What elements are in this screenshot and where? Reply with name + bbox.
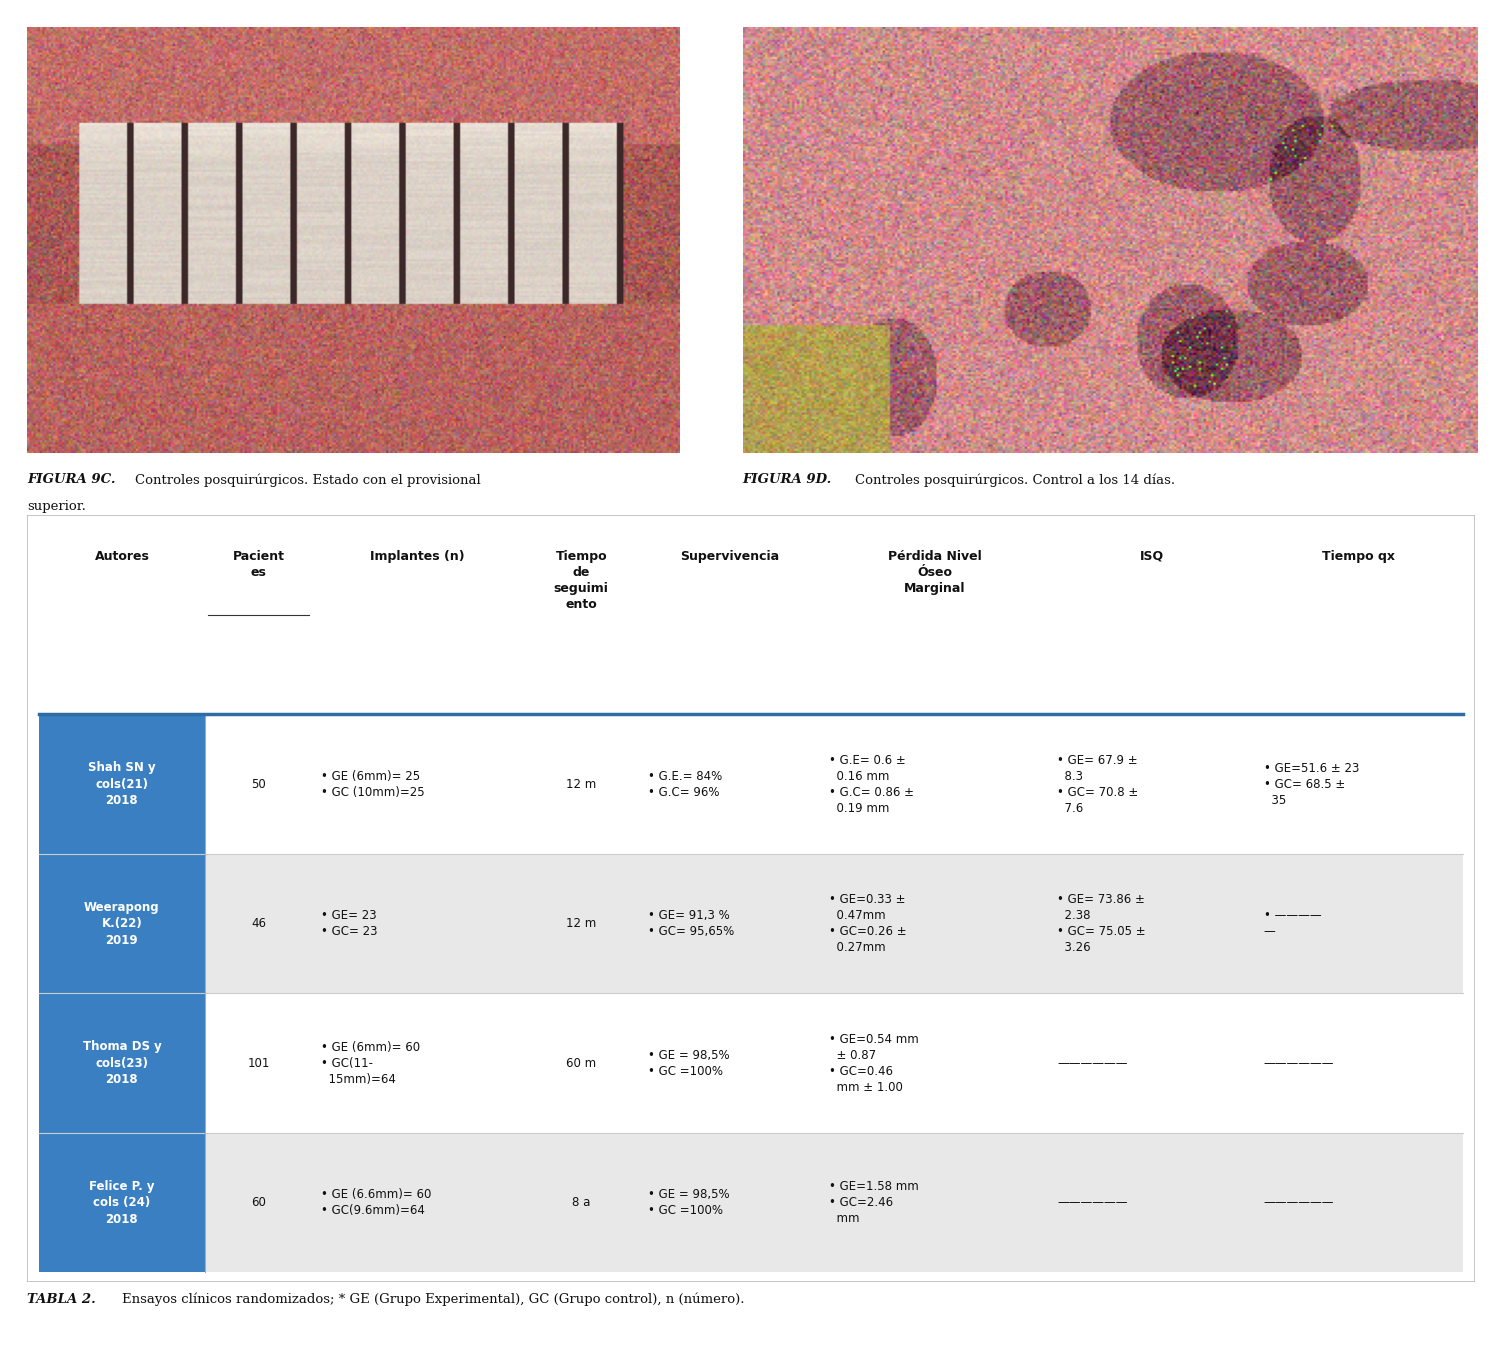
- Text: 46: 46: [251, 917, 266, 930]
- Text: 60 m: 60 m: [566, 1057, 597, 1069]
- Text: Shah SN y
cols(21)
2018: Shah SN y cols(21) 2018: [88, 761, 156, 807]
- Text: ——————: ——————: [1058, 1057, 1128, 1069]
- Text: ——————: ——————: [1263, 1197, 1334, 1209]
- Text: Tiempo
de
seguimi
ento: Tiempo de seguimi ento: [554, 550, 609, 611]
- Text: Autores: Autores: [94, 550, 150, 562]
- Text: Felice P. y
cols (24)
2018: Felice P. y cols (24) 2018: [88, 1180, 154, 1226]
- Text: Weerapong
K.(22)
2019: Weerapong K.(22) 2019: [84, 900, 159, 946]
- Text: Ensayos clínicos randomizados; * GE (Grupo Experimental), GC (Grupo control), n : Ensayos clínicos randomizados; * GE (Gru…: [122, 1293, 744, 1306]
- Text: • GE (6mm)= 25
• GC (10mm)=25: • GE (6mm)= 25 • GC (10mm)=25: [321, 769, 424, 799]
- Text: • G.E= 0.6 ±
  0.16 mm
• G.C= 0.86 ±
  0.19 mm: • G.E= 0.6 ± 0.16 mm • G.C= 0.86 ± 0.19 …: [830, 753, 914, 815]
- Text: • G.E.= 84%
• G.C= 96%: • G.E.= 84% • G.C= 96%: [648, 769, 723, 799]
- Text: • GE=1.58 mm
• GC=2.46
  mm: • GE=1.58 mm • GC=2.46 mm: [830, 1180, 920, 1225]
- Text: • GE=0.33 ±
  0.47mm
• GC=0.26 ±
  0.27mm: • GE=0.33 ± 0.47mm • GC=0.26 ± 0.27mm: [830, 894, 908, 955]
- Text: ISQ: ISQ: [1140, 550, 1164, 562]
- Text: Supervivencia: Supervivencia: [681, 550, 780, 562]
- Text: Controles posquirúrgicos. Control a los 14 días.: Controles posquirúrgicos. Control a los …: [855, 473, 1174, 487]
- Text: 12 m: 12 m: [566, 917, 597, 930]
- Text: • GE=0.54 mm
  ± 0.87
• GC=0.46
  mm ± 1.00: • GE=0.54 mm ± 0.87 • GC=0.46 mm ± 1.00: [830, 1033, 920, 1094]
- Text: Tiempo qx: Tiempo qx: [1323, 550, 1395, 562]
- Text: • GE (6mm)= 60
• GC(11-
  15mm)=64: • GE (6mm)= 60 • GC(11- 15mm)=64: [321, 1041, 420, 1086]
- Bar: [39, 1133, 1462, 1272]
- Text: 60: 60: [251, 1197, 266, 1209]
- Text: • GE= 67.9 ±
  8.3
• GC= 70.8 ±
  7.6: • GE= 67.9 ± 8.3 • GC= 70.8 ± 7.6: [1058, 753, 1138, 815]
- Text: Pacient
es: Pacient es: [232, 550, 285, 579]
- Text: 8 a: 8 a: [572, 1197, 591, 1209]
- Bar: [39, 854, 1462, 994]
- Bar: [39, 854, 206, 994]
- Text: • GE= 73.86 ±
  2.38
• GC= 75.05 ±
  3.26: • GE= 73.86 ± 2.38 • GC= 75.05 ± 3.26: [1058, 894, 1146, 955]
- Text: • GE = 98,5%
• GC =100%: • GE = 98,5% • GC =100%: [648, 1049, 730, 1078]
- Text: 50: 50: [252, 777, 266, 791]
- Text: superior.: superior.: [27, 500, 86, 514]
- Bar: [39, 994, 206, 1133]
- Text: FIGURA 9C.: FIGURA 9C.: [27, 473, 116, 487]
- Bar: [39, 714, 1462, 854]
- Text: Implantes (n): Implantes (n): [370, 550, 465, 562]
- Text: 101: 101: [248, 1057, 270, 1069]
- Text: • GE (6.6mm)= 60
• GC(9.6mm)=64: • GE (6.6mm)= 60 • GC(9.6mm)=64: [321, 1188, 430, 1217]
- Text: ——————: ——————: [1263, 1057, 1334, 1069]
- Text: Controles posquirúrgicos. Estado con el provisional: Controles posquirúrgicos. Estado con el …: [135, 473, 480, 487]
- Text: • GE= 91,3 %
• GC= 95,65%: • GE= 91,3 % • GC= 95,65%: [648, 909, 735, 938]
- Text: Thoma DS y
cols(23)
2018: Thoma DS y cols(23) 2018: [82, 1040, 162, 1086]
- Text: 12 m: 12 m: [566, 777, 597, 791]
- Text: Pérdida Nivel
Óseo
Marginal: Pérdida Nivel Óseo Marginal: [888, 550, 981, 595]
- Text: • GE = 98,5%
• GC =100%: • GE = 98,5% • GC =100%: [648, 1188, 730, 1217]
- Bar: [39, 714, 206, 854]
- Text: FIGURA 9D.: FIGURA 9D.: [742, 473, 831, 487]
- Text: ——————: ——————: [1058, 1197, 1128, 1209]
- Text: • GE= 23
• GC= 23: • GE= 23 • GC= 23: [321, 909, 376, 938]
- Text: • ————
—: • ———— —: [1263, 909, 1322, 938]
- Text: • GE=51.6 ± 23
• GC= 68.5 ±
  35: • GE=51.6 ± 23 • GC= 68.5 ± 35: [1263, 761, 1359, 807]
- Text: TABLA 2.: TABLA 2.: [27, 1293, 96, 1306]
- Bar: [39, 1133, 206, 1272]
- Bar: [39, 994, 1462, 1133]
